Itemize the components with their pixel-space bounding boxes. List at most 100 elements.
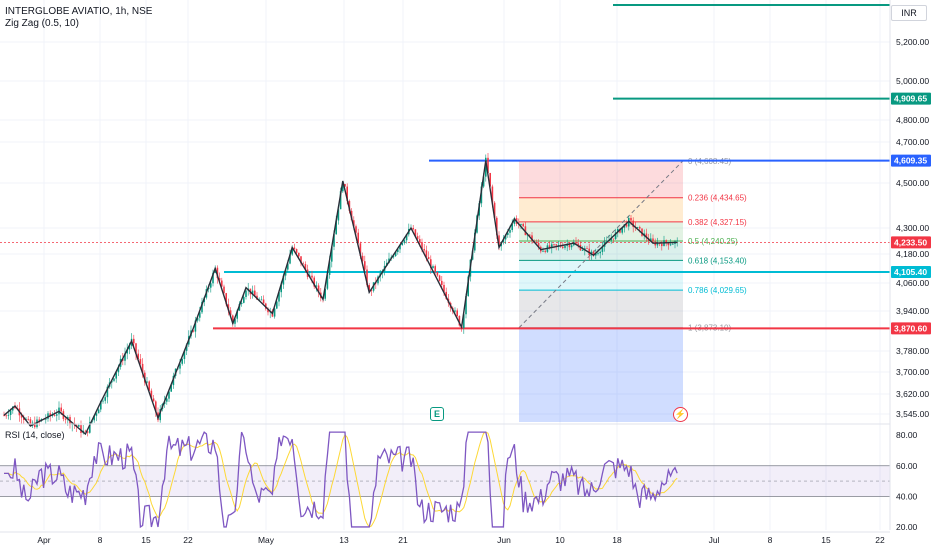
candle-body (399, 245, 401, 250)
earnings-icon[interactable]: E (430, 407, 444, 421)
candle-body (625, 224, 628, 227)
candle-body (273, 308, 276, 317)
time-axis-label: May (258, 535, 275, 545)
candle-body (564, 245, 566, 248)
candle-body (104, 397, 106, 401)
candle-body (113, 378, 115, 381)
candle-body (632, 220, 634, 228)
candle-body (93, 415, 95, 421)
candle-body (51, 415, 54, 416)
candle-body (595, 253, 597, 256)
time-axis-label: 10 (555, 535, 565, 545)
candle-body (562, 246, 564, 248)
candle-body (542, 250, 544, 252)
candle-body (493, 202, 496, 218)
candle-body (260, 299, 263, 301)
candle-body (557, 245, 560, 246)
fib-band (519, 240, 683, 261)
time-axis-label: 15 (141, 535, 151, 545)
candle-body (364, 261, 366, 270)
candle-body (287, 263, 289, 270)
candle-body (445, 291, 447, 299)
fib-level-label: 0.5 (4,240.25) (688, 237, 738, 246)
candle-body (491, 186, 494, 203)
rsi-axis-tick: 80.00 (896, 430, 918, 440)
indicator-label: Zig Zag (0.5, 10) (5, 18, 79, 29)
candle-body (86, 431, 89, 433)
candle-body (656, 242, 659, 246)
candle-body (245, 290, 247, 297)
candle-body (339, 191, 342, 210)
time-axis-label: 8 (98, 535, 103, 545)
candle-body (456, 310, 458, 317)
time-axis-label: 22 (183, 535, 193, 545)
time-axis-label: Jun (497, 535, 511, 545)
candle-body (240, 302, 243, 305)
fib-level-label: 0.382 (4,327.15) (688, 218, 747, 227)
candle-body (47, 413, 49, 419)
candle-body (324, 288, 326, 299)
candle-body (218, 278, 221, 281)
candle-body (139, 359, 142, 364)
candle-body (672, 243, 674, 245)
candle-body (135, 343, 137, 354)
candle-body (357, 232, 359, 244)
candle-body (438, 275, 441, 281)
candle-body (23, 417, 25, 420)
candle-body (421, 242, 423, 249)
candle-body (95, 413, 98, 416)
candle-body (14, 406, 16, 409)
candle-body (148, 381, 150, 391)
candle-body (115, 372, 117, 379)
candle-body (117, 366, 120, 373)
candle-body (441, 280, 443, 285)
candle-body (89, 422, 91, 433)
fib-band (519, 160, 683, 198)
price-tag (891, 322, 931, 335)
candle-body (531, 235, 533, 241)
candle-body (159, 409, 161, 421)
candle-body (56, 414, 58, 416)
candle-body (443, 284, 445, 292)
price-axis-tick: 3,940.00 (896, 306, 929, 316)
candle-body (5, 415, 7, 417)
candle-body (496, 217, 498, 236)
candle-body (344, 184, 346, 187)
price-tag-label: 4,609.35 (894, 156, 927, 166)
candle-body (619, 228, 621, 233)
candle-body (614, 232, 617, 239)
candle-body (3, 415, 5, 417)
fib-level-label: 0.236 (4,434.65) (688, 194, 747, 203)
dividend-icon[interactable]: ⚡ (673, 407, 688, 422)
candle-body (474, 232, 476, 251)
candle-body (45, 418, 47, 420)
candle-body (254, 290, 256, 296)
price-axis-tick: 4,500.00 (896, 178, 929, 188)
price-axis-tick: 3,545.00 (896, 409, 929, 419)
candle-body (581, 250, 584, 251)
price-axis-tick: 3,620.00 (896, 389, 929, 399)
candle-body (333, 234, 335, 247)
currency-button[interactable]: INR (891, 5, 927, 21)
candle-body (650, 238, 652, 241)
candle-body (152, 398, 155, 402)
candle-body (553, 244, 555, 246)
candle-body (403, 240, 406, 243)
candle-body (295, 249, 298, 253)
time-axis-label: 15 (821, 535, 831, 545)
candle-body (326, 274, 329, 289)
candle-body (436, 272, 439, 276)
candle-body (126, 349, 128, 354)
zigzag-indicator (3, 160, 678, 436)
candle-body (522, 223, 524, 227)
price-tag (891, 266, 931, 279)
candle-body (665, 240, 667, 243)
candle-body (592, 251, 595, 256)
price-tag (891, 236, 931, 249)
candle-body (636, 227, 639, 228)
time-axis-label: 22 (875, 535, 885, 545)
fibonacci-retracement: 0 (4,608.45)0.236 (4,434.65)0.382 (4,327… (518, 157, 747, 422)
candle-body (192, 330, 194, 332)
candle-body (185, 344, 188, 351)
